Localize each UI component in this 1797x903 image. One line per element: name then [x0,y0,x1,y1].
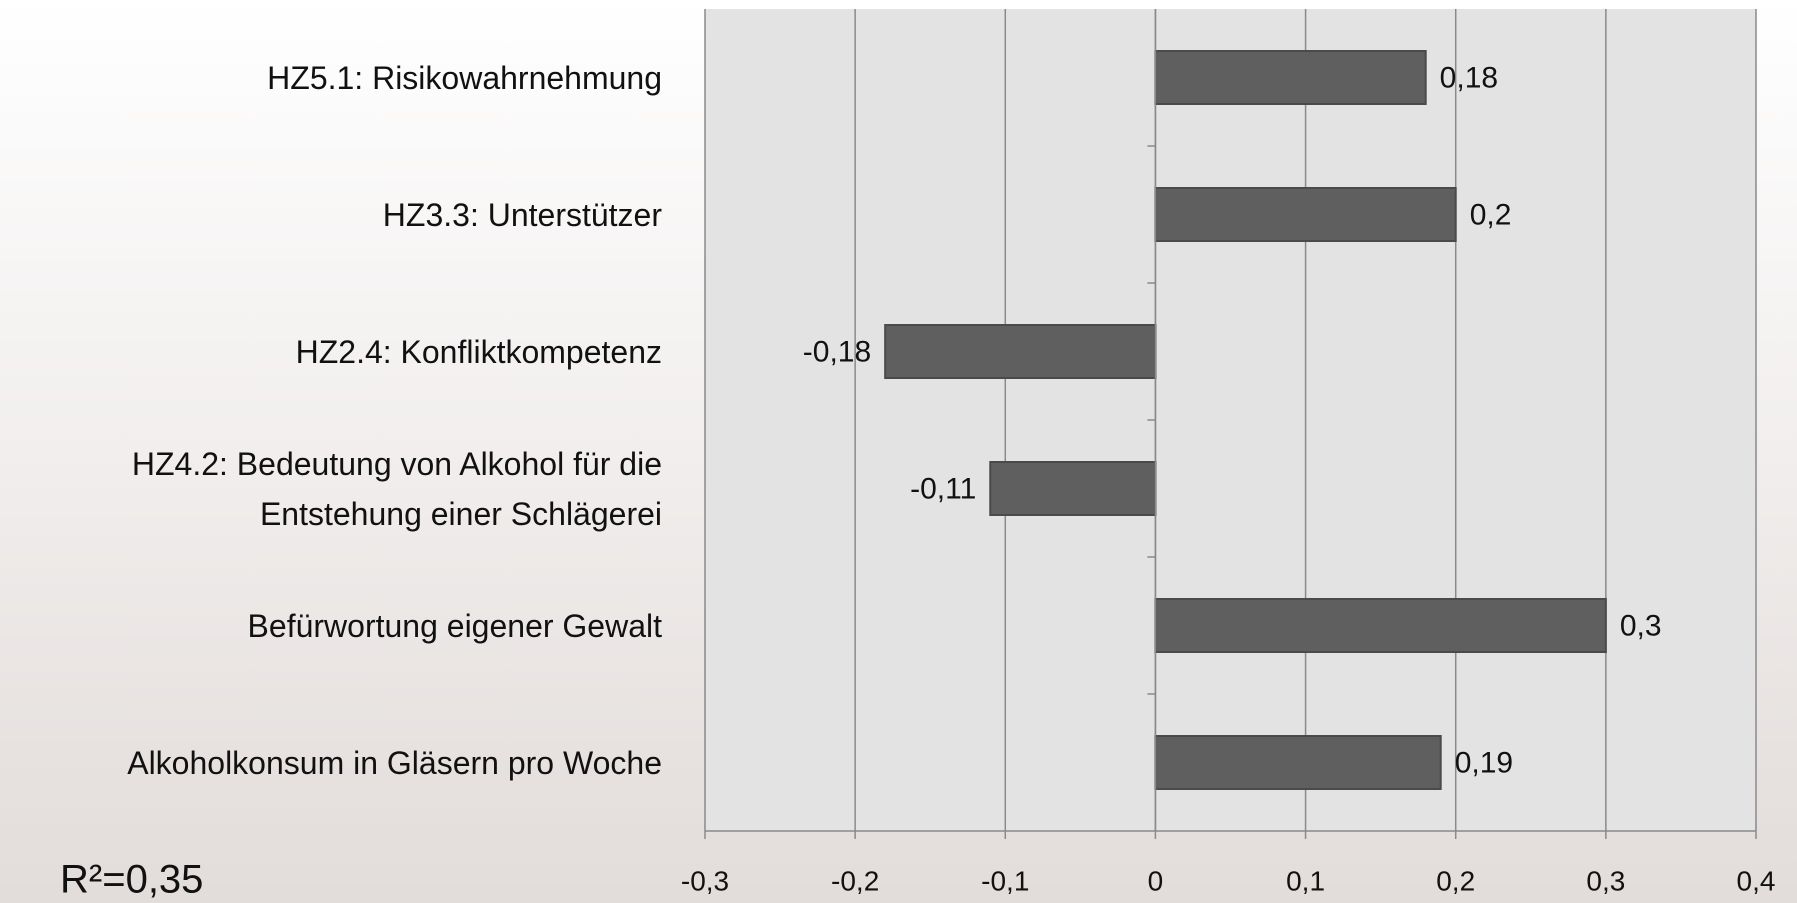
bar [1154,187,1457,242]
r-squared: R²=0,35 [60,858,203,902]
category-label: HZ3.3: Unterstützer [382,196,662,233]
x-tick-label: 0,4 [1737,865,1776,896]
data-label: 0,3 [1620,609,1662,642]
bar [1154,735,1442,790]
x-tick-label: 0 [1148,865,1164,896]
category-label: HZ2.4: Konfliktkompetenz [295,333,662,370]
data-label: -0,11 [910,472,976,505]
data-label: 0,2 [1470,198,1512,231]
bar [989,461,1157,516]
x-tick-label: 0,1 [1286,865,1325,896]
data-label: -0,18 [803,335,871,368]
category-label: HZ5.1: Risikowahrnehmung [267,59,662,96]
category-label: Alkoholkonsum in Gläsern pro Woche [127,744,662,781]
data-label: 0,19 [1455,746,1513,779]
data-label: 0,18 [1440,61,1498,94]
x-tick-label: 0,3 [1586,865,1625,896]
bar [1154,598,1607,653]
x-tick-label: -0,3 [681,865,729,896]
x-tick-label: -0,2 [831,865,879,896]
x-tick-label: -0,1 [981,865,1029,896]
plot-area [705,9,1756,831]
x-tick-label: 0,2 [1436,865,1475,896]
bar [1154,50,1427,105]
bar [884,324,1157,379]
category-label: Befürwortung eigener Gewalt [247,607,662,644]
category-label: HZ4.2: Bedeutung von Alkohol für die Ent… [131,445,662,532]
